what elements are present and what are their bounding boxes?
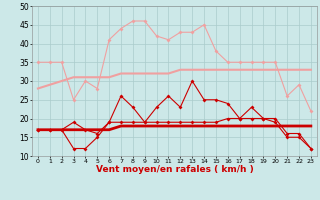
X-axis label: Vent moyen/en rafales ( km/h ): Vent moyen/en rafales ( km/h )	[96, 165, 253, 174]
